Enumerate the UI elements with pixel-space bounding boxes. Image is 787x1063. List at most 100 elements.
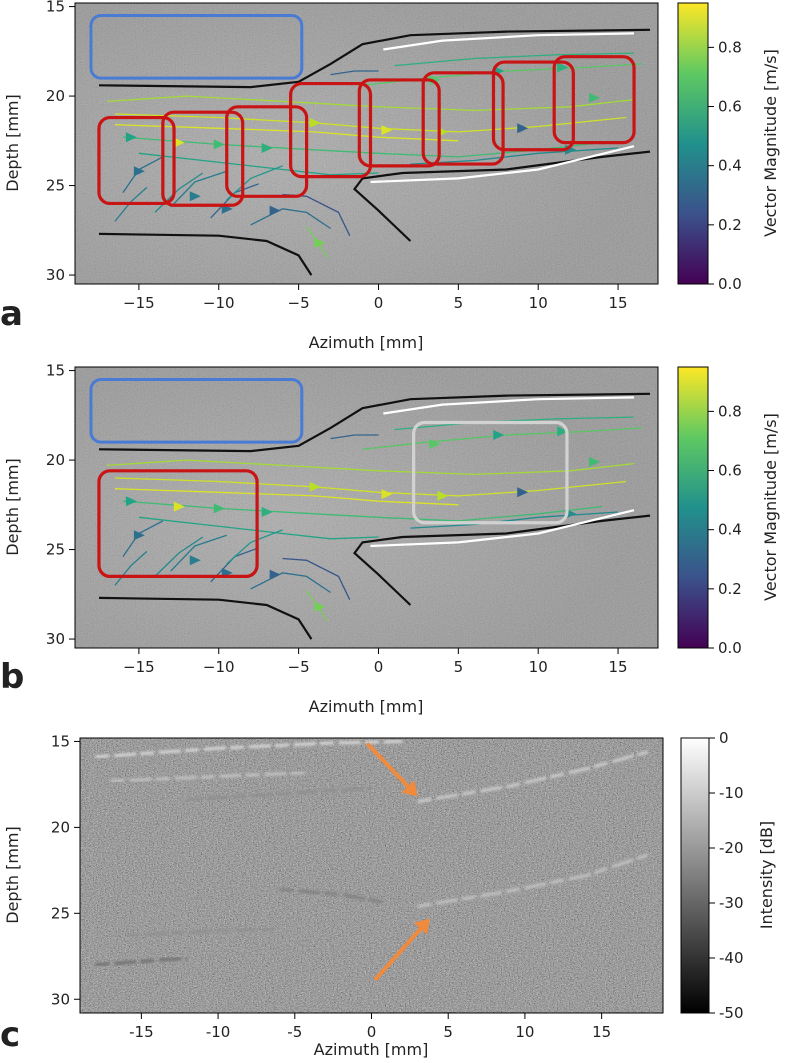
vessel-wall-line	[383, 396, 635, 415]
colorbar-tick-label: 0.6	[718, 98, 742, 116]
flow-arrow	[125, 132, 137, 143]
panel-c-letter: c	[0, 1015, 20, 1055]
streamline	[250, 572, 331, 594]
colorbar-tick-label: 0.0	[718, 639, 742, 657]
streamline	[114, 113, 627, 133]
panel-a-plot-area	[75, 3, 658, 284]
panel-a-y-axis: 15 20 25 30	[46, 0, 75, 284]
panel-b-colorbar-ticks: 0.0 0.2 0.4 0.6 0.8	[708, 402, 742, 657]
panel-a-vessel-walls	[98, 28, 651, 276]
panel-a-colorbar-label: Vector Magnitude [m/s]	[761, 49, 780, 237]
panel-c-speckle-texture	[80, 738, 663, 1013]
panel-b-vector-flow-map: −15 −10 −5 0 5 10 15 15 20 25 30 Azimuth [mm] Dep…	[0, 362, 780, 716]
panel-a-letter: a	[0, 294, 23, 334]
y-tick-label: 15	[46, 0, 65, 16]
vessel-wall-line	[98, 392, 651, 453]
streamline	[114, 477, 627, 497]
flow-arrow	[173, 501, 185, 512]
x-tick-label: 10	[529, 294, 548, 312]
panel-c-annotation-arrows	[366, 742, 430, 981]
panel-b-letter: b	[0, 657, 24, 697]
streamline	[410, 147, 619, 165]
x-tick-label: 15	[609, 658, 628, 676]
panel-b-vessel-walls	[98, 392, 651, 640]
streamline	[114, 550, 148, 586]
vessel-wall-line	[98, 28, 651, 89]
panel-b-x-label: Azimuth [mm]	[309, 697, 424, 716]
colorbar-tick-label: 0.4	[718, 157, 742, 175]
x-tick-label: 15	[609, 294, 628, 312]
streamline	[138, 152, 379, 176]
y-tick-label: 30	[51, 990, 70, 1008]
colorbar-tick-label: 0.2	[718, 216, 742, 234]
streamline	[106, 95, 635, 112]
colorbar-tick-label: -30	[719, 894, 744, 912]
streamline	[114, 186, 148, 222]
colorbar-tick-label: 0.0	[718, 275, 742, 293]
reference-box	[89, 378, 304, 444]
panel-b-colorbar-label: Vector Magnitude [m/s]	[761, 413, 780, 601]
flow-arrow	[429, 74, 441, 85]
panel-c-colorbar	[680, 737, 710, 1014]
x-tick-label: −5	[288, 294, 310, 312]
x-tick-label: 0	[367, 1023, 377, 1041]
flow-arrow	[173, 137, 185, 148]
panel-a-y-label: Depth [mm]	[3, 94, 22, 191]
colorbar-tick-label: 0.6	[718, 462, 742, 480]
tissue-echo-line	[125, 927, 280, 938]
streamline	[394, 416, 635, 431]
panel-c-colorbar-label: Intensity [dB]	[757, 821, 776, 929]
analysis-region-box	[552, 55, 636, 145]
streamline	[114, 488, 459, 506]
y-tick-label: 25	[51, 904, 70, 922]
flow-arrow	[213, 139, 225, 150]
colorbar-tick-label: -10	[719, 784, 744, 802]
vessel-wall-line	[98, 596, 313, 640]
flow-arrow	[261, 142, 273, 153]
x-tick-label: 5	[454, 294, 464, 312]
flow-arrow	[269, 205, 281, 216]
flow-arrow	[314, 237, 326, 248]
y-tick-label: 25	[46, 541, 65, 559]
x-tick-label: 10	[529, 658, 548, 676]
panel-c-tissue-echoes	[95, 739, 649, 967]
tissue-echo-line	[95, 956, 188, 967]
panel-b-colorbar	[677, 366, 709, 649]
panel-a-x-label: Azimuth [mm]	[309, 333, 424, 352]
streamline	[330, 70, 379, 76]
vessel-wall-line	[98, 232, 313, 276]
panel-a-x-axis: −15 −10 −5 0 5 10 15	[123, 284, 628, 312]
x-tick-label: -15	[129, 1023, 154, 1041]
panel-a-regions	[89, 14, 636, 207]
panel-b-frame	[74, 366, 659, 649]
panel-b-y-axis: 15 20 25 30	[46, 362, 75, 648]
flow-arrow	[437, 490, 449, 501]
x-tick-label: 5	[454, 658, 464, 676]
x-tick-label: 15	[592, 1023, 611, 1041]
colorbar-tick-label: 0.8	[718, 402, 742, 420]
flow-arrow	[213, 503, 225, 514]
streamline	[226, 165, 283, 201]
panel-a-frame	[74, 2, 659, 285]
vessel-wall-line	[370, 509, 635, 548]
streamline	[394, 52, 635, 67]
panel-c-y-axis: 15 20 25 30	[51, 732, 80, 1008]
analysis-region-box	[289, 81, 373, 179]
tissue-echo-line	[110, 770, 311, 783]
flow-arrow	[133, 166, 145, 177]
x-tick-label: −15	[123, 294, 155, 312]
flow-arrow	[309, 481, 321, 492]
x-tick-label: 5	[443, 1023, 453, 1041]
analysis-region-box	[412, 420, 569, 525]
panel-c-plot-area	[80, 738, 663, 1013]
flow-arrow	[493, 430, 505, 441]
y-tick-label: 20	[46, 451, 65, 469]
x-tick-label: -5	[287, 1023, 302, 1041]
streamline	[170, 170, 227, 208]
panel-a-streamlines	[106, 52, 643, 258]
panel-b-plot-area	[75, 367, 658, 648]
flow-arrow	[589, 456, 601, 467]
panel-b-flow-arrows	[125, 426, 601, 612]
flow-arrow	[517, 487, 529, 498]
